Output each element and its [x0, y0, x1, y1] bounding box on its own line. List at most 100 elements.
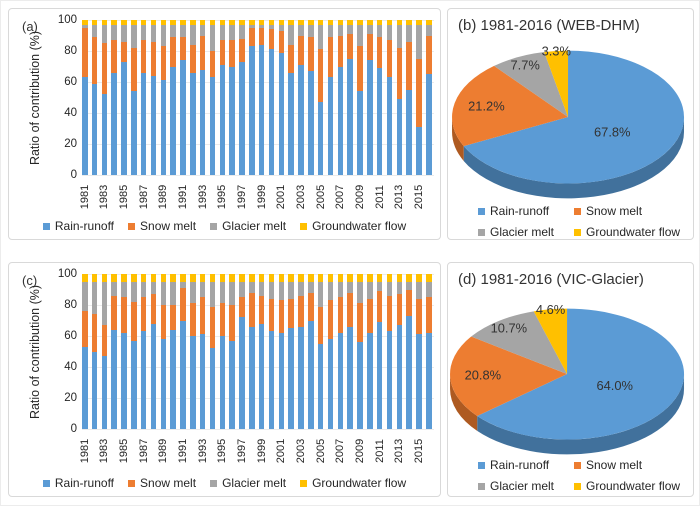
- x-tick-label: 1995: [216, 438, 229, 464]
- groundwater-flow-segment: [209, 20, 216, 25]
- glacier-melt-segment: [91, 281, 98, 315]
- glacier-melt-segment: [376, 281, 383, 292]
- glacier-melt-segment: [111, 281, 117, 296]
- legend-swatch-icon: [210, 222, 218, 230]
- groundwater-flow-segment: [278, 274, 285, 282]
- groundwater-flow-segment: [121, 274, 127, 282]
- rain-runoff-segment: [258, 323, 265, 429]
- bar-2016: [426, 20, 432, 175]
- rain-runoff-segment: [367, 332, 373, 429]
- legend-label: Snow melt: [586, 204, 643, 218]
- bar-2003: [298, 274, 304, 429]
- legend-item: Glacier melt: [478, 225, 574, 239]
- x-tick-label: 2003: [295, 184, 307, 210]
- x-tick-label: 2009: [353, 184, 366, 210]
- glacier-melt-segment: [131, 24, 137, 48]
- rain-runoff-segment: [327, 77, 334, 175]
- glacier-melt-segment: [229, 24, 235, 41]
- glacier-melt-segment: [416, 281, 422, 299]
- rain-runoff-segment: [150, 323, 157, 429]
- rain-runoff-segment: [426, 74, 432, 175]
- glacier-melt-segment: [111, 24, 117, 41]
- snow-melt-segment: [82, 311, 88, 347]
- glacier-melt-segment: [337, 281, 344, 298]
- rain-runoff-segment: [298, 326, 304, 429]
- legend-swatch-icon: [42, 222, 50, 230]
- rain-runoff-segment: [406, 315, 412, 429]
- groundwater-flow-segment: [416, 274, 422, 282]
- pie-slice-glacier-melt: [471, 311, 568, 375]
- snow-melt-segment: [190, 44, 196, 73]
- glacier-melt-segment: [140, 281, 147, 298]
- legend-swatch-icon: [128, 222, 136, 230]
- bar-1988: [150, 274, 157, 429]
- bar-2015: [416, 20, 422, 175]
- bar-2013: [396, 20, 403, 175]
- rain-runoff-segment: [278, 332, 285, 429]
- bar-1984: [111, 274, 117, 429]
- groundwater-flow-segment: [229, 274, 235, 282]
- y-tick: 80: [64, 299, 77, 311]
- gridline: [82, 20, 434, 21]
- snow-melt-segment: [111, 295, 117, 330]
- snow-melt-segment: [396, 294, 403, 326]
- panel-d-title: (d) 1981-2016 (VIC-Glacier): [458, 271, 644, 288]
- legend-swatch-icon: [300, 479, 308, 487]
- x-tick-label: 1999: [255, 184, 268, 210]
- rain-runoff-segment: [308, 71, 314, 175]
- groundwater-flow-segment: [386, 20, 393, 25]
- snow-melt-segment: [199, 35, 206, 70]
- groundwater-flow-segment: [357, 274, 363, 282]
- glacier-melt-segment: [347, 281, 353, 293]
- legend-label: Glacier melt: [222, 219, 287, 233]
- snow-melt-segment: [288, 44, 294, 73]
- y-axis-tick-labels: 0 20 40 60 80 100: [47, 268, 77, 435]
- legend-label: Rain-runoff: [54, 476, 115, 490]
- legend-swatch-icon: [574, 482, 581, 490]
- glacier-melt-segment: [268, 24, 275, 30]
- glacier-melt-segment: [416, 24, 422, 59]
- bar-1983: [101, 20, 108, 175]
- bar-1999: [258, 274, 265, 429]
- rain-runoff-segment: [426, 332, 432, 429]
- chart-legend: Rain-runoff Snow melt Glacier melt Groundwa…: [478, 204, 680, 239]
- y-axis-title: Ratio of contribution (%): [28, 30, 42, 166]
- bar-1997: [239, 20, 245, 175]
- bar-2001: [278, 20, 285, 175]
- legend-label: Glacier melt: [490, 225, 555, 239]
- x-axis-tick-labels: 1981 1983 1985 1987 1989 1991 1993 1995 1997 1999…: [79, 432, 434, 470]
- groundwater-flow-segment: [239, 274, 245, 282]
- groundwater-flow-segment: [82, 20, 88, 25]
- snow-melt-segment: [101, 325, 108, 357]
- glacier-melt-segment: [209, 24, 216, 52]
- pie-slice-groundwater-flow: [544, 50, 569, 118]
- x-tick-label: 1997: [236, 184, 249, 210]
- rain-runoff-segment: [180, 60, 186, 175]
- legend-swatch-icon: [300, 222, 308, 230]
- groundwater-flow-segment: [396, 274, 403, 282]
- snow-melt-segment: [249, 292, 255, 327]
- groundwater-flow-segment: [406, 274, 412, 282]
- y-tick: 40: [64, 361, 77, 373]
- groundwater-flow-segment: [160, 20, 167, 25]
- rain-runoff-segment: [386, 77, 393, 175]
- pie-slice-snow-melt: [450, 336, 568, 416]
- bar-1983: [101, 274, 108, 429]
- rain-runoff-segment: [199, 69, 206, 175]
- bar-1994: [209, 274, 216, 429]
- glacier-melt-segment: [140, 24, 147, 41]
- glacier-melt-segment: [337, 24, 344, 36]
- groundwater-flow-segment: [337, 274, 344, 282]
- glacier-melt-segment: [150, 281, 157, 295]
- x-tick-label: 1993: [196, 184, 209, 210]
- chart-legend: Rain-runoff Snow melt Glacier melt Groundwa…: [9, 219, 440, 233]
- rain-runoff-segment: [190, 336, 196, 429]
- groundwater-flow-segment: [219, 274, 226, 282]
- glacier-melt-segment: [229, 281, 235, 306]
- bar-2013: [396, 274, 403, 429]
- x-tick-label: 1999: [255, 438, 268, 464]
- rain-runoff-segment: [288, 328, 294, 429]
- glacier-melt-segment: [396, 281, 403, 295]
- legend-swatch-icon: [478, 482, 485, 490]
- legend-item: Glacier melt: [210, 476, 286, 490]
